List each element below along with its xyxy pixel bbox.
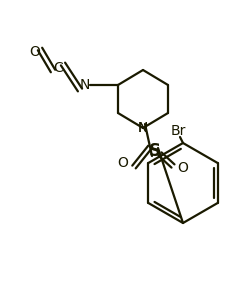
Text: N: N bbox=[80, 78, 90, 92]
Text: N: N bbox=[138, 121, 148, 135]
Text: Br: Br bbox=[170, 124, 186, 138]
Text: O: O bbox=[118, 156, 129, 170]
Text: O: O bbox=[29, 45, 40, 59]
Text: S: S bbox=[149, 142, 161, 160]
Text: N: N bbox=[138, 121, 148, 135]
Text: O: O bbox=[178, 161, 188, 175]
Text: C: C bbox=[53, 61, 63, 75]
